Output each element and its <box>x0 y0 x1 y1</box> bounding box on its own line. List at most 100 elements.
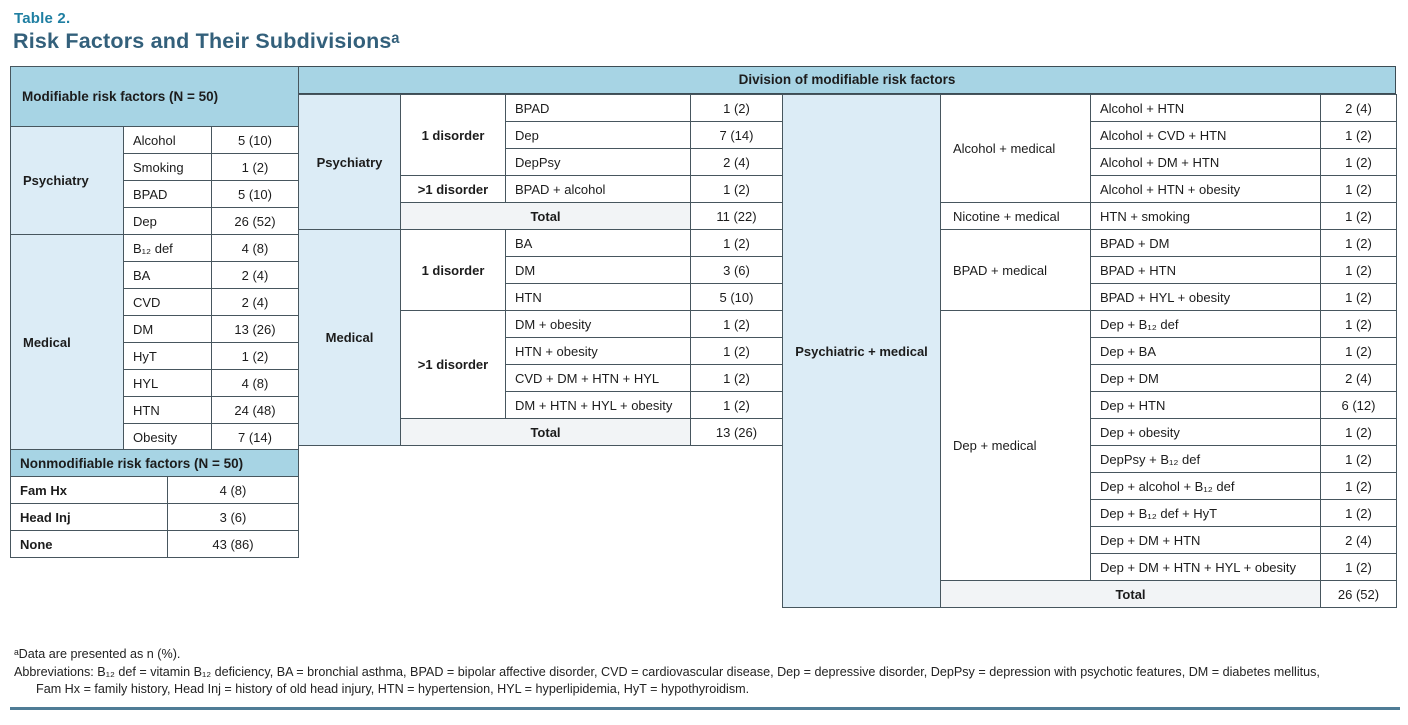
value-cell: 1 (2) <box>1320 499 1397 527</box>
factor-cell: HTN <box>505 283 691 311</box>
value-cell: 1 (2) <box>1320 229 1397 257</box>
factor-cell: BA <box>123 261 212 289</box>
factor-cell: DepPsy + B₁₂ def <box>1090 445 1321 473</box>
table-row: Dep + HTN 6 (12) <box>783 391 1397 419</box>
factor-cell: BPAD + alcohol <box>505 175 691 203</box>
factor-cell: BPAD + DM <box>1090 229 1321 257</box>
value-cell: 5 (10) <box>690 283 783 311</box>
factor-cell: Dep + HTN <box>1090 391 1321 419</box>
value-cell: 7 (14) <box>690 121 783 149</box>
division-psychiatry-medical-table: Psychiatry 1 disorder BPAD 1 (2) Dep 7 (14) De… <box>298 94 783 446</box>
table-row: Nonmodifiable risk factors (N = 50) <box>10 449 299 478</box>
factor-cell: Dep <box>123 207 212 235</box>
value-cell: 2 (4) <box>690 148 783 176</box>
value-cell: 4 (8) <box>210 369 300 397</box>
factor-cell: None <box>10 530 168 559</box>
value-cell: 43 (86) <box>167 530 299 559</box>
factor-cell: BPAD <box>505 94 691 122</box>
value-cell: 13 (26) <box>210 315 300 343</box>
value-cell: 2 (4) <box>1320 364 1397 392</box>
table-row: Psychiatry 1 disorder BPAD 1 (2) <box>298 94 783 230</box>
table-row: Medical 1 disorder BA 1 (2) <box>298 229 783 446</box>
value-cell: 1 (2) <box>690 310 783 338</box>
division-header: Division of modifiable risk factors <box>298 66 1396 94</box>
subgroup-cell: BPAD + medical <box>940 229 1091 311</box>
factor-cell: Head Inj <box>10 503 168 532</box>
table-row: Dep + DM + HTN 2 (4) <box>783 526 1397 554</box>
table-row: CVD 2 (4) <box>11 288 300 316</box>
group-cell: Psychiatry <box>298 94 401 230</box>
factor-cell: Alcohol + CVD + HTN <box>1090 121 1321 149</box>
factor-cell: HTN <box>123 396 212 424</box>
table-row: HYL 4 (8) <box>11 369 300 397</box>
subgroup-cell: Alcohol + medical <box>940 94 1091 203</box>
table-row: Fam Hx 4 (8) <box>10 476 299 505</box>
table-row: Dep 26 (52) <box>11 207 300 235</box>
total-value-cell: 26 (52) <box>1320 580 1397 608</box>
table-row: Dep + DM + HTN + HYL + obesity 1 (2) <box>783 553 1397 581</box>
factor-cell: BPAD <box>123 180 212 208</box>
table-row: Modifiable risk factors (N = 50) <box>9 66 300 127</box>
subgroup-cell: Dep + medical <box>940 310 1091 581</box>
modifiable-risk-factors-table: Modifiable risk factors (N = 50) Psychiat… <box>9 66 300 451</box>
footnote-abbreviations-line-2: Fam Hx = family history, Head Inj = hist… <box>36 682 750 696</box>
table-row: Alcohol + CVD + HTN 1 (2) <box>783 121 1397 149</box>
table-row: Dep + BA 1 (2) <box>783 337 1397 365</box>
factor-cell: Dep + alcohol + B₁₂ def <box>1090 472 1321 500</box>
value-cell: 1 (2) <box>1320 148 1397 176</box>
nonmodifiable-risk-factors-table: Nonmodifiable risk factors (N = 50) Fam H… <box>10 449 299 559</box>
table-row: Medical B₁₂ def 4 (8) <box>10 234 300 451</box>
value-cell: 2 (4) <box>1320 526 1397 554</box>
table-row: Obesity 7 (14) <box>11 423 300 451</box>
table-row: Psychiatry Alcohol 5 (10) <box>10 126 300 235</box>
total-label-cell: Total <box>940 580 1321 608</box>
value-cell: 4 (8) <box>167 476 299 505</box>
table-row: DepPsy 2 (4) <box>299 148 783 176</box>
value-cell: 1 (2) <box>1320 553 1397 581</box>
factor-cell: Smoking <box>123 153 212 181</box>
value-cell: 1 (2) <box>690 94 783 122</box>
disorder-count-cell: >1 disorder <box>400 310 506 419</box>
value-cell: 2 (4) <box>210 261 300 289</box>
table-row: HyT 1 (2) <box>11 342 300 370</box>
value-cell: 3 (6) <box>690 256 783 284</box>
table-row: Dep + medical Dep + B₁₂ def 1 (2) <box>783 310 1397 581</box>
factor-cell: BPAD + HYL + obesity <box>1090 283 1321 311</box>
footnote-abbreviations-line-1: Abbreviations: B₁₂ def = vitamin B₁₂ def… <box>14 664 1320 679</box>
factor-cell: B₁₂ def <box>123 234 212 262</box>
psychiatric-plus-medical-table: Psychiatric + medical Alcohol + medical Al… <box>782 94 1397 608</box>
value-cell: 1 (2) <box>690 364 783 392</box>
table-row: DM 13 (26) <box>11 315 300 343</box>
value-cell: 1 (2) <box>1320 445 1397 473</box>
factor-cell: Alcohol <box>123 126 212 154</box>
table-row: Dep + alcohol + B₁₂ def 1 (2) <box>783 472 1397 500</box>
table-row: >1 disorder DM + obesity 1 (2) <box>299 310 783 419</box>
factor-cell: Dep + B₁₂ def + HyT <box>1090 499 1321 527</box>
value-cell: 2 (4) <box>1320 94 1397 122</box>
value-cell: 2 (4) <box>210 288 300 316</box>
group-cell: Psychiatry <box>10 126 124 235</box>
factor-cell: Obesity <box>123 423 212 451</box>
table-row: Dep + obesity 1 (2) <box>783 418 1397 446</box>
table-number-label: Table 2. <box>14 10 71 27</box>
factor-cell: Dep + B₁₂ def <box>1090 310 1321 338</box>
factor-cell: Dep + DM + HTN <box>1090 526 1321 554</box>
value-cell: 1 (2) <box>1320 202 1397 230</box>
value-cell: 3 (6) <box>167 503 299 532</box>
group-cell: Medical <box>10 234 124 451</box>
table-row: DM + HTN + HYL + obesity 1 (2) <box>299 391 783 419</box>
table-row: HTN + obesity 1 (2) <box>299 337 783 365</box>
table-row: BPAD + HTN 1 (2) <box>783 256 1397 284</box>
total-label-cell: Total <box>400 418 691 446</box>
table-row: BA 2 (4) <box>11 261 300 289</box>
total-label-cell: Total <box>400 202 691 230</box>
value-cell: 1 (2) <box>1320 310 1397 338</box>
left-column: Modifiable risk factors (N = 50) Psychiat… <box>9 66 300 559</box>
disorder-count-cell: >1 disorder <box>400 175 506 203</box>
factor-cell: Dep + DM <box>1090 364 1321 392</box>
value-cell: 1 (2) <box>1320 256 1397 284</box>
value-cell: 1 (2) <box>1320 121 1397 149</box>
table-row: BPAD + medical BPAD + DM 1 (2) <box>783 229 1397 311</box>
table-row: Dep 7 (14) <box>299 121 783 149</box>
value-cell: 1 (2) <box>1320 472 1397 500</box>
